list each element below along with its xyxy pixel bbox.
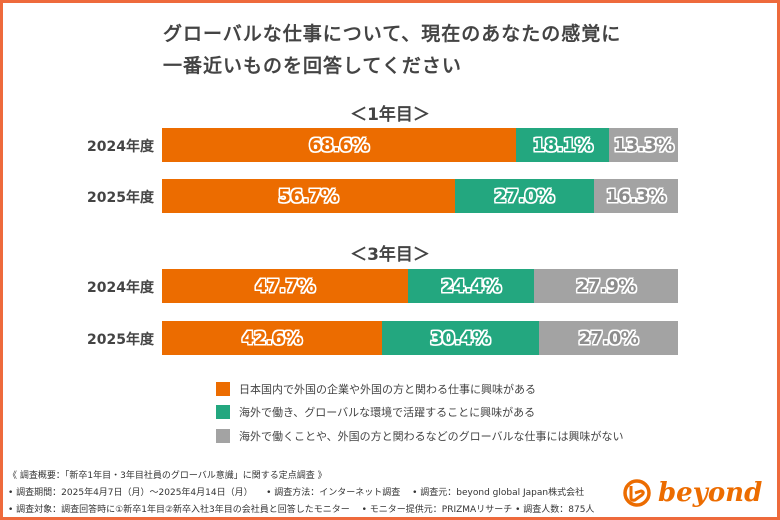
legend-item-overseas: 海外で働き、グローバルな環境で活躍することに興味がある [216, 401, 624, 425]
stacked-bar: 42.6% 30.4% 27.0% [162, 321, 678, 355]
category-label: 2024年度 [87, 139, 154, 155]
bar-segment: 68.6% [162, 128, 516, 162]
footnote-line: • 調査対象：調査回答時に①新卒1年目②新卒入社3年目の会社員と回答したモニター… [8, 505, 595, 515]
legend-swatch [216, 428, 230, 443]
bar-segment: 30.4% [381, 321, 539, 355]
data-label: 27.0% [494, 185, 555, 207]
title-line-2: 一番近いものを回答してください [163, 55, 462, 77]
stacked-bar: 68.6% 18.1% 13.3% [162, 128, 678, 162]
bar-row: 2024年度 68.6% 18.1% 13.3% [0, 128, 780, 162]
bar-segment: 47.7% [162, 269, 409, 303]
beyond-logo-mark-icon [623, 479, 651, 507]
data-label: 30.4% [430, 327, 491, 349]
data-label: 47.7% [255, 275, 316, 297]
bar-segment: 27.9% [534, 269, 678, 303]
bar-row: 2024年度 47.7% 24.4% 27.9% [0, 269, 780, 303]
data-label: 24.4% [441, 275, 502, 297]
bar-row: 2025年度 56.7% 27.0% 16.3% [0, 179, 780, 213]
category-label: 2025年度 [87, 190, 154, 206]
legend-label: 日本国内で外国の企業や外国の方と関わる仕事に興味がある [239, 382, 536, 396]
stacked-bar: 47.7% 24.4% 27.9% [162, 269, 678, 303]
data-label: 16.3% [605, 185, 666, 207]
bar-segment: 27.0% [454, 179, 594, 213]
logo-text: beyond [658, 478, 763, 508]
legend-swatch [216, 405, 230, 420]
chart-title: グローバルな仕事について、現在のあなたの感覚に 一番近いものを回答してください [163, 18, 621, 82]
group-label: ＜1年目＞ [350, 105, 430, 125]
data-label: 27.9% [576, 275, 636, 297]
legend-label: 海外で働くことや、外国の方と関わるなどのグローバルな仕事には興味がない [239, 429, 624, 443]
group-label: ＜3年目＞ [350, 245, 430, 265]
stacked-bar: 56.7% 27.0% 16.3% [162, 179, 678, 213]
category-label: 2024年度 [87, 280, 154, 296]
data-label: 68.6% [309, 134, 369, 156]
data-label: 18.1% [532, 134, 593, 156]
bar-segment: 18.1% [515, 128, 610, 162]
legend-item-domestic: 日本国内で外国の企業や外国の方と関わる仕事に興味がある [216, 377, 624, 401]
bar-segment: 27.0% [538, 321, 678, 355]
legend: 日本国内で外国の企業や外国の方と関わる仕事に興味がある 海外で働き、グローバルな… [216, 377, 624, 448]
footnote-line: • 調査期間：2025年4月7日（月）～2025年4月14日（月） • 調査方法… [8, 488, 585, 498]
legend-item-not-interested: 海外で働くことや、外国の方と関わるなどのグローバルな仕事には興味がない [216, 424, 624, 448]
legend-swatch [216, 381, 230, 396]
beyond-logo: beyond [622, 478, 762, 508]
bar-segment: 42.6% [162, 321, 382, 355]
legend-label: 海外で働き、グローバルな環境で活躍することに興味がある [239, 406, 536, 420]
data-label: 42.6% [241, 327, 302, 349]
data-label: 13.3% [613, 134, 674, 156]
bar-segment: 16.3% [593, 179, 678, 213]
bar-row: 2025年度 42.6% 30.4% 27.0% [0, 321, 780, 355]
footnote-line: 《 調査概要：「新卒1年目・3年目社員のグローバル意識」に関する定点調査 》 [8, 471, 327, 481]
bar-segment: 24.4% [408, 269, 535, 303]
category-label: 2025年度 [87, 332, 154, 348]
survey-footnote: 《 調査概要：「新卒1年目・3年目社員のグローバル意識」に関する定点調査 》 •… [8, 468, 594, 519]
title-line-1: グローバルな仕事について、現在のあなたの感覚に [163, 23, 622, 45]
data-label: 27.0% [578, 327, 639, 349]
bar-segment: 56.7% [162, 179, 455, 213]
bar-segment: 13.3% [609, 128, 678, 162]
data-label: 56.7% [278, 185, 339, 207]
